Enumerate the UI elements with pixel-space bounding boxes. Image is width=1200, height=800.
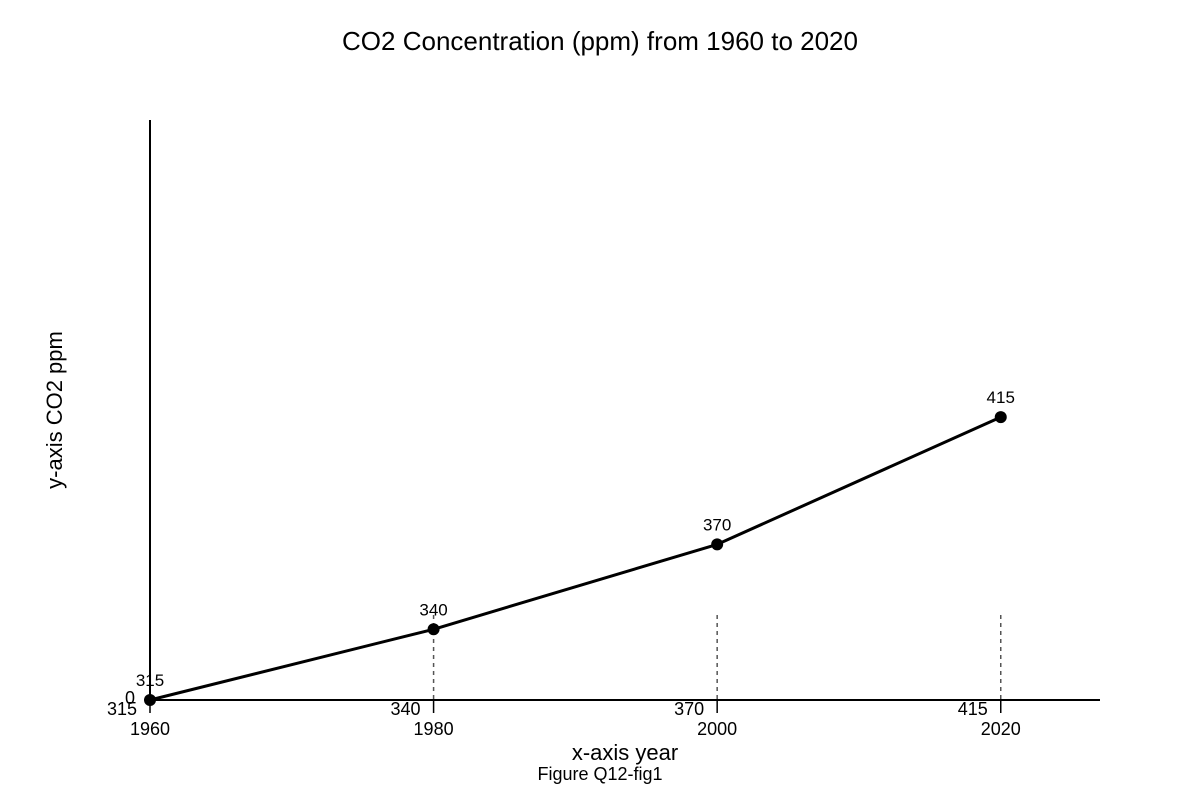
y-tick-label: 0	[125, 688, 135, 708]
data-label: 340	[419, 600, 447, 619]
x-axis-ticks	[149, 700, 1002, 713]
data-point	[144, 694, 156, 706]
series-line-group	[149, 415, 1002, 702]
x-axis-label: x-axis year	[572, 740, 678, 765]
x-secondary-tick-label: 415	[958, 699, 988, 719]
data-labels: 315 340 370 415	[136, 388, 1015, 690]
data-label: 315	[136, 671, 164, 690]
y-axis-label: y-axis CO2 ppm	[42, 331, 67, 489]
x-secondary-tick-label: 340	[391, 699, 421, 719]
x-tick-label: 2020	[981, 719, 1021, 739]
data-label: 415	[987, 388, 1015, 407]
series-line	[149, 415, 1002, 702]
x-tick-label: 1980	[414, 719, 454, 739]
x-tick-label: 2000	[697, 719, 737, 739]
data-label: 370	[703, 515, 731, 534]
data-point	[427, 623, 440, 636]
data-point	[994, 411, 1007, 424]
guide-lines	[432, 615, 1002, 700]
figure-caption: Figure Q12-fig1	[537, 764, 662, 784]
chart-title: CO2 Concentration (ppm) from 1960 to 202…	[342, 26, 858, 56]
x-secondary-tick-labels: 315 340 370 415	[107, 699, 988, 719]
x-secondary-tick-label: 315	[107, 699, 137, 719]
data-markers	[144, 411, 1007, 706]
x-secondary-tick-label: 370	[674, 699, 704, 719]
x-tick-label: 1960	[130, 719, 170, 739]
data-point	[711, 538, 724, 551]
x-tick-labels: 1960 1980 2000 2020	[130, 719, 1021, 739]
